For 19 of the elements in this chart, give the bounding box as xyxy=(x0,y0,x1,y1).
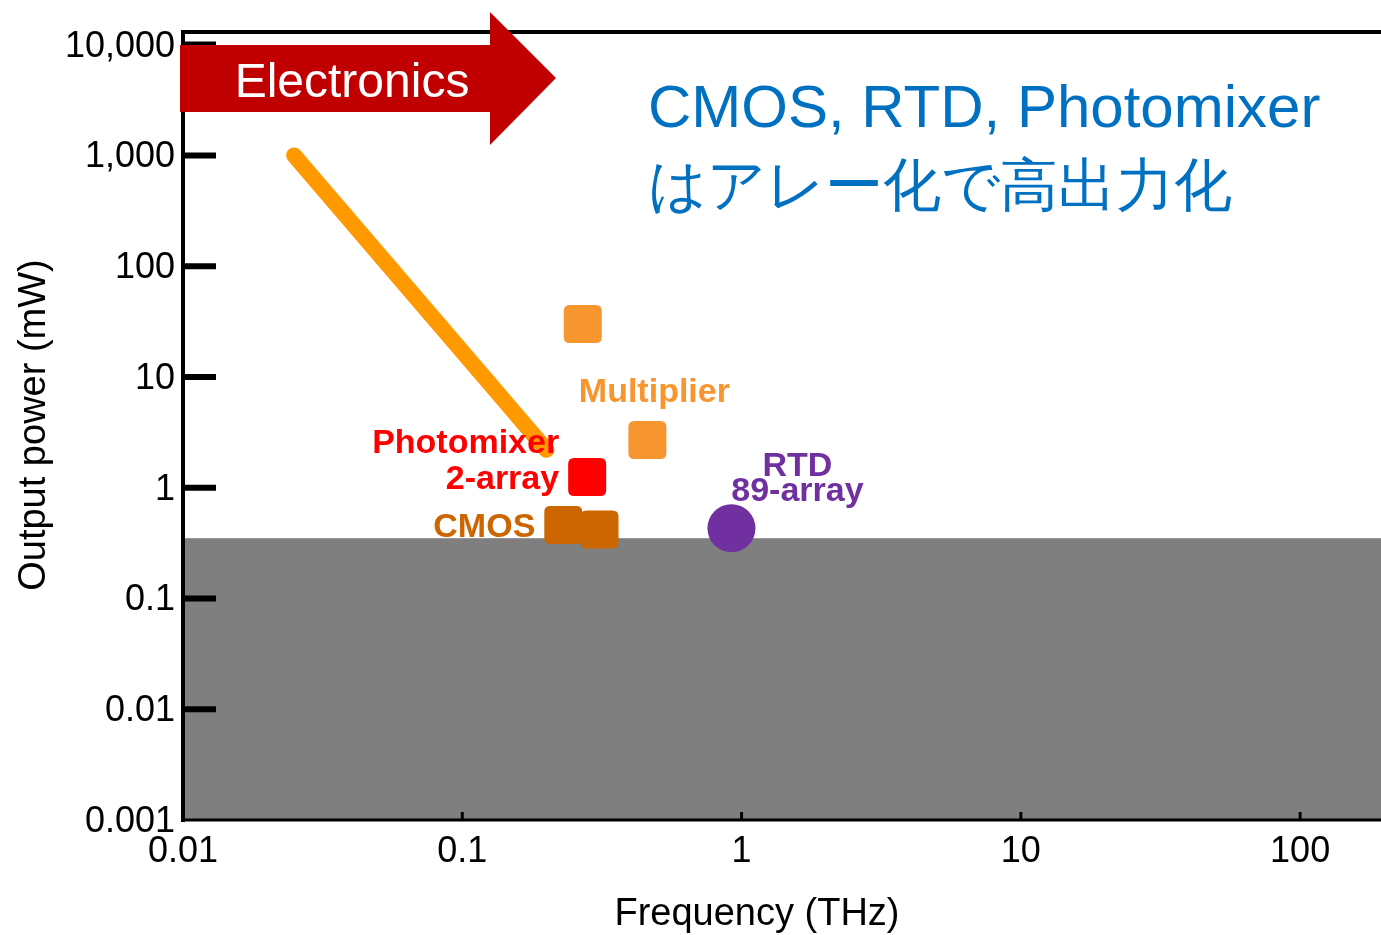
annotation: はアレー化で高出力化 xyxy=(648,152,1232,217)
y-tick-label: 1 xyxy=(154,466,175,508)
y-axis-title: Output power (mW) xyxy=(11,259,53,591)
x-tick-label: 1 xyxy=(731,829,752,870)
y-tick-label: 1,000 xyxy=(84,134,175,176)
x-tick-label: 10 xyxy=(1000,829,1041,870)
y-tick-label: 10 xyxy=(134,355,175,397)
annotation: Electronics xyxy=(234,54,470,107)
x-axis-title: Frequency (THz) xyxy=(614,891,900,933)
series-label: Multiplier xyxy=(578,370,730,409)
y-tick-label: 0.01 xyxy=(104,688,175,730)
x-tick-label: 0.1 xyxy=(437,829,488,870)
y-tick-label: 10,000 xyxy=(64,23,175,65)
series-label: CMOS xyxy=(433,506,536,545)
series-label: RTD 89-array xyxy=(731,445,864,509)
y-tick-label: 0.1 xyxy=(124,577,175,619)
x-tick-label: 100 xyxy=(1270,829,1331,870)
annotation: CMOS, RTD, Photomixer xyxy=(648,73,1321,140)
y-tick-label: 100 xyxy=(114,245,175,287)
